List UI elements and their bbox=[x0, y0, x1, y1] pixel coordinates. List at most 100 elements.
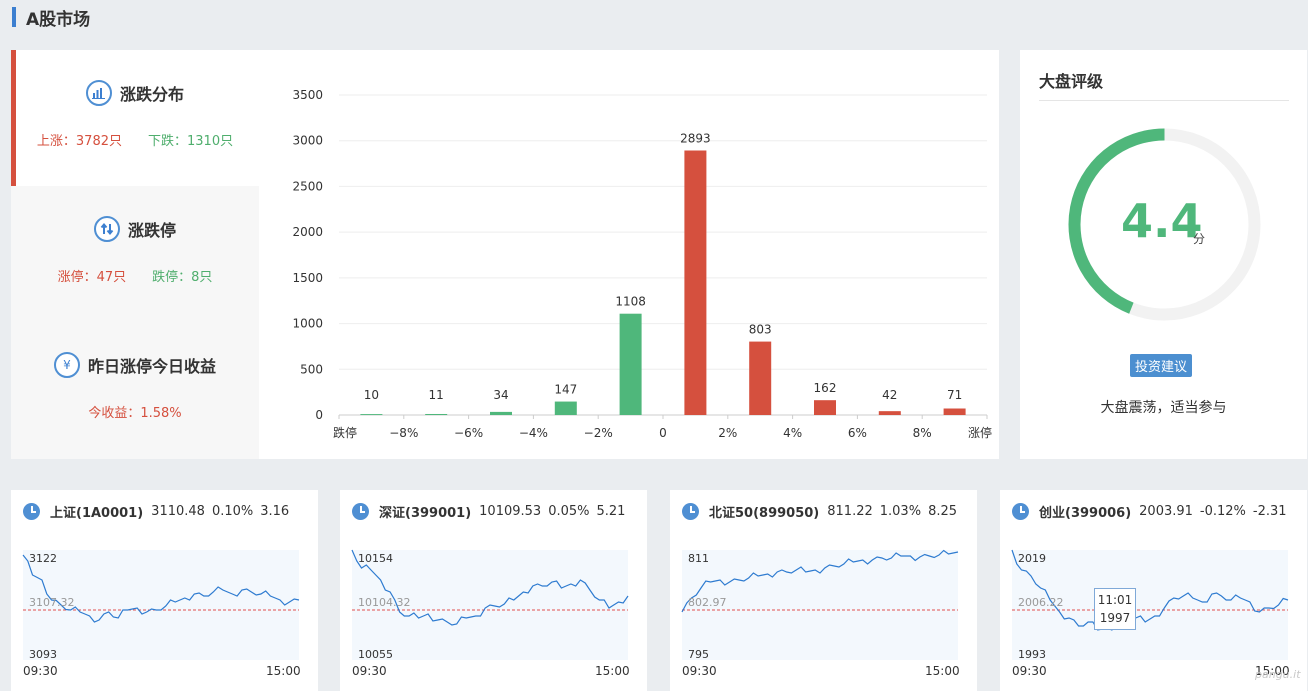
intraday-chart: 811 802.97 795 09:30 15:00 bbox=[681, 549, 960, 678]
card-header: 创业(399006) 2003.91 -0.12% -2.31 bbox=[1012, 502, 1294, 521]
y-tick-label: 3000 bbox=[292, 134, 323, 148]
bar bbox=[360, 414, 383, 415]
bar-value-label: 1108 bbox=[615, 295, 646, 309]
bar bbox=[943, 408, 966, 415]
title-accent-bar bbox=[12, 7, 16, 27]
x-tick-label: −2% bbox=[584, 426, 613, 440]
ref-label: 802.97 bbox=[688, 596, 727, 609]
high-label: 10154 bbox=[358, 552, 393, 565]
index-change: -2.31 bbox=[1252, 504, 1287, 519]
score-gauge bbox=[1068, 128, 1261, 321]
ref-label: 10104.32 bbox=[358, 596, 411, 609]
index-card-sh[interactable]: 上证(1A0001) 3110.48 0.10% 3.16 3122 3107.… bbox=[11, 490, 318, 691]
low-label: 3093 bbox=[29, 648, 57, 661]
index-pct: -0.12% bbox=[1199, 504, 1246, 519]
high-label: 811 bbox=[688, 552, 709, 565]
limit-down-count: 跌停：8只 bbox=[152, 270, 213, 285]
clock-icon bbox=[352, 503, 369, 520]
tooltip-value: 1997 bbox=[1099, 611, 1131, 625]
bar-chart-icon bbox=[85, 80, 112, 106]
index-change: 5.21 bbox=[596, 504, 626, 519]
bar bbox=[684, 150, 707, 416]
tooltip-time: 11:01 bbox=[1097, 593, 1133, 607]
index-card-bz[interactable]: 北证50(899050) 811.22 1.03% 8.25 811 802.9… bbox=[670, 490, 977, 691]
clock-icon bbox=[682, 503, 699, 520]
down-count: 下跌：1310只 bbox=[148, 134, 234, 149]
start-time: 09:30 bbox=[1012, 664, 1047, 678]
x-tick-label: 0 bbox=[659, 426, 667, 440]
low-label: 795 bbox=[688, 648, 709, 661]
y-tick-label: 1000 bbox=[292, 317, 323, 331]
index-pct: 1.03% bbox=[879, 504, 922, 519]
card-header: 上证(1A0001) 3110.48 0.10% 3.16 bbox=[23, 502, 296, 521]
tab-limit[interactable]: 涨跌停 涨停：47只 跌停：8只 ¥ 昨日涨停今日收益 今收益：1.58% bbox=[11, 186, 259, 459]
advice-text: 大盘震荡，适当参与 bbox=[1100, 400, 1227, 416]
start-time: 09:30 bbox=[682, 664, 717, 678]
bar bbox=[425, 413, 448, 415]
end-time: 15:00 bbox=[925, 664, 960, 678]
score-unit: 分 bbox=[1193, 232, 1206, 246]
rating-title: 大盘评级 bbox=[1039, 72, 1104, 91]
ref-label: 2006.22 bbox=[1018, 596, 1064, 609]
rating-panel: 大盘评级 4.4 分 投资建议 大盘震荡，适当参与 bbox=[1020, 50, 1307, 459]
up-count: 上涨：3782只 bbox=[36, 134, 122, 149]
end-time: 15:00 bbox=[1255, 664, 1290, 678]
index-pct: 0.05% bbox=[548, 504, 590, 519]
score-value: 4.4 bbox=[1121, 194, 1203, 248]
index-price: 10109.53 bbox=[479, 504, 542, 519]
price-line bbox=[1011, 549, 1289, 631]
x-tick-label: 2% bbox=[718, 426, 737, 440]
x-tick-label: −4% bbox=[519, 426, 548, 440]
index-price: 2003.91 bbox=[1139, 504, 1193, 519]
index-price: 811.22 bbox=[827, 504, 873, 519]
x-tick-label: 4% bbox=[783, 426, 802, 440]
chart-tooltip: 11:01 1997 bbox=[1094, 588, 1136, 630]
card-header: 深证(399001) 10109.53 0.05% 5.21 bbox=[352, 502, 632, 521]
bar-value-label: 42 bbox=[882, 388, 897, 402]
x-tick-label: −8% bbox=[389, 426, 418, 440]
bar bbox=[554, 401, 577, 415]
bar bbox=[814, 400, 836, 415]
yen-icon: ¥ bbox=[53, 352, 80, 378]
y-tick-label: 500 bbox=[300, 362, 323, 376]
y-tick-label: 2500 bbox=[292, 179, 323, 193]
index-name: 深证(399001) bbox=[379, 506, 472, 521]
bar-value-label: 147 bbox=[554, 383, 577, 397]
chart-bg bbox=[23, 550, 299, 660]
advice-badge[interactable]: 投资建议 bbox=[1130, 354, 1193, 377]
index-change: 3.16 bbox=[260, 504, 290, 519]
index-name: 创业(399006) bbox=[1039, 506, 1132, 521]
bar-value-label: 11 bbox=[429, 388, 444, 402]
bar bbox=[878, 411, 901, 415]
start-time: 09:30 bbox=[352, 664, 387, 678]
index-change: 8.25 bbox=[928, 504, 958, 519]
start-time: 09:30 bbox=[23, 664, 58, 678]
low-label: 10055 bbox=[358, 648, 393, 661]
bar bbox=[490, 411, 512, 415]
x-tick-label: 跌停 bbox=[333, 425, 357, 440]
index-card-cy[interactable]: 创业(399006) 2003.91 -0.12% -2.31 2019 200… bbox=[1000, 490, 1307, 691]
y-tick-label: 0 bbox=[315, 408, 323, 422]
low-label: 1993 bbox=[1018, 648, 1046, 661]
bar-value-label: 803 bbox=[749, 323, 772, 337]
index-card-sz[interactable]: 深证(399001) 10109.53 0.05% 5.21 10154 101… bbox=[340, 490, 647, 691]
bar-value-label: 71 bbox=[947, 388, 962, 402]
ref-label: 3107.32 bbox=[29, 596, 75, 609]
y-tick-label: 2000 bbox=[292, 225, 323, 239]
index-name: 上证(1A0001) bbox=[50, 506, 144, 521]
x-tick-label: −6% bbox=[454, 426, 483, 440]
bar bbox=[619, 313, 642, 415]
watermark: pangu.it bbox=[1255, 668, 1301, 681]
distribution-title: 涨跌分布 bbox=[119, 85, 184, 104]
bar bbox=[749, 341, 772, 415]
page-header: A股市场 bbox=[0, 0, 1308, 36]
bar-value-label: 10 bbox=[364, 388, 379, 402]
intraday-chart: 10154 10104.32 10055 09:30 15:00 bbox=[351, 549, 630, 678]
intraday-chart: 2019 2006.22 1993 09:30 15:00 bbox=[1011, 549, 1290, 678]
bar-value-label: 2893 bbox=[680, 131, 711, 145]
tab-distribution[interactable]: 涨跌分布 上涨：3782只 下跌：1310只 bbox=[11, 50, 259, 186]
high-label: 3122 bbox=[29, 552, 57, 565]
gauge-arc bbox=[1068, 128, 1165, 314]
bar-value-label: 162 bbox=[814, 381, 837, 395]
index-pct: 0.10% bbox=[211, 504, 254, 519]
